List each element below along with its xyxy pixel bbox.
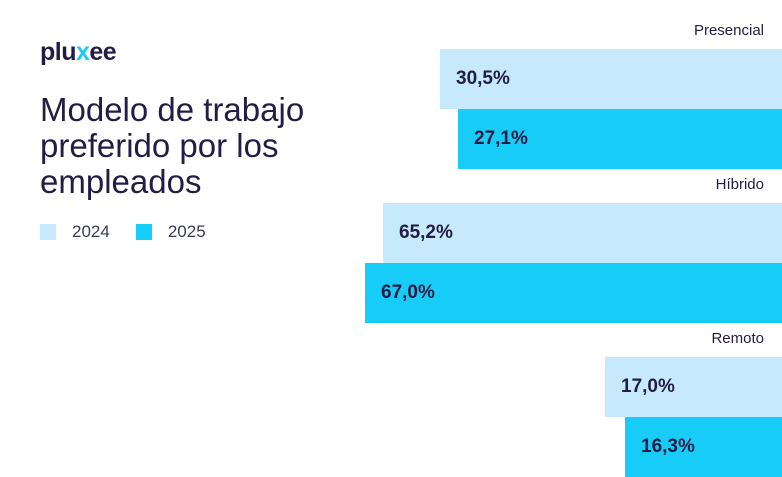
category-label: Remoto xyxy=(711,330,764,347)
legend-label-2025: 2025 xyxy=(167,222,206,241)
bar-2025: 67,0% xyxy=(365,263,782,323)
legend-label-2024: 2024 xyxy=(72,222,110,241)
legend: 2024 2025 xyxy=(40,222,232,242)
category-label: Híbrido xyxy=(715,176,764,193)
bar-2024: 17,0% xyxy=(605,357,782,417)
bar-2024: 30,5% xyxy=(440,49,782,109)
data-label: 17,0% xyxy=(621,376,675,397)
bar-2025: 27,1% xyxy=(458,109,782,169)
data-label: 30,5% xyxy=(456,68,510,89)
bar-2025: 16,3% xyxy=(625,417,782,477)
legend-swatch-2024 xyxy=(40,224,56,240)
chart-title: Modelo de trabajo preferido por los empl… xyxy=(40,91,305,200)
data-label: 16,3% xyxy=(641,436,695,457)
category-label: Presencial xyxy=(693,22,764,39)
legend-item-2024: 2024 xyxy=(40,222,110,242)
legend-item-2025: 2025 xyxy=(135,222,206,242)
pluxee-logo: pluxee xyxy=(40,38,117,66)
data-label: 67,0% xyxy=(381,282,435,303)
bar-2024: 65,2% xyxy=(383,203,782,263)
legend-swatch-2025 xyxy=(135,224,152,240)
data-label: 65,2% xyxy=(399,222,453,243)
data-label: 27,1% xyxy=(474,128,528,149)
